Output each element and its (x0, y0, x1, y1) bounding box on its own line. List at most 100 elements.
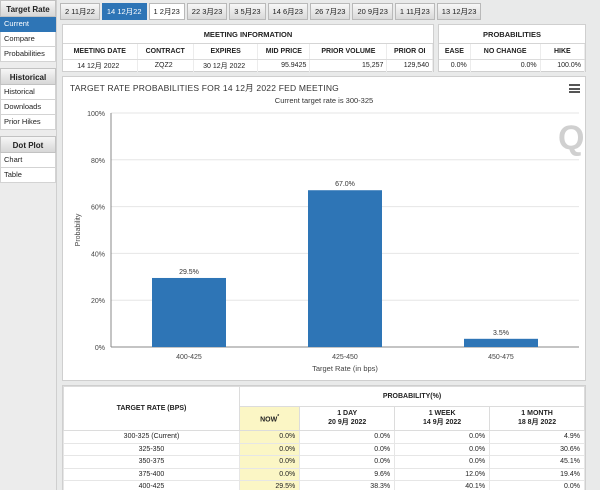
probability-cell: 0.0% (299, 430, 396, 444)
probability-cell: 40.1% (394, 480, 491, 490)
x-tick-label: 425-450 (332, 354, 358, 361)
chart-menu-icon[interactable] (569, 84, 580, 93)
x-axis-label: Target Rate (in bps) (312, 364, 378, 373)
bar-450-475[interactable] (464, 338, 538, 347)
sidebar-section-historical: Historical (0, 68, 56, 85)
column-label: 1 DAY (337, 410, 358, 417)
meeting_info-header-contract: CONTRACT (137, 44, 194, 60)
tab-meeting-4[interactable]: 22 3月23 (186, 3, 228, 20)
table-row: 400-425 29.5% 38.3% 40.1% 0.0% (63, 480, 585, 490)
column-header-now: NOW* (238, 406, 301, 431)
y-tick-label: 20% (91, 298, 105, 305)
rate-cell: 350-375 (63, 455, 240, 469)
bar-data-label: 67.0% (335, 181, 355, 188)
probability-table: TARGET RATE (BPS) PROBABILITY(%) NOW* 1 DAY… (63, 386, 585, 490)
tab-meeting-3[interactable]: 1 2月23 (148, 3, 185, 20)
meeting_info-header-expires: EXPIRES (193, 44, 259, 60)
meeting_info-header-prior-volume: PRIOR VOLUME (309, 44, 388, 60)
tab-meeting-7[interactable]: 26 7月23 (309, 3, 351, 20)
column-label: NOW (260, 416, 278, 424)
probability-cell: 0.0% (394, 442, 491, 456)
sidebar-item-current[interactable]: Current (0, 17, 56, 32)
bar-data-label: 3.5% (493, 330, 509, 337)
probability-cell: 30.6% (489, 442, 585, 456)
y-tick-label: 0% (95, 345, 105, 352)
tab-meeting-8[interactable]: 20 9月23 (352, 3, 393, 20)
rate-cell: 325-350 (63, 442, 240, 456)
probability-cell: 0.0% (489, 480, 585, 490)
column-header-1-month: 1 MONTH 18 8月 2022 (489, 406, 585, 431)
chart-subtitle: Current target rate is 300-325 (274, 96, 374, 105)
sidebar-item-historical[interactable]: Historical (0, 85, 56, 100)
probabilities_panel-header-no-change: NO CHANGE (470, 44, 541, 60)
sidebar-item-prior-hikes[interactable]: Prior Hikes (0, 115, 56, 130)
column-date: 20 9月 2022 (328, 419, 367, 426)
probabilities_panel-value-ease: 0.0% (439, 59, 471, 72)
probability-cell: 4.9% (489, 430, 585, 444)
sidebar-item-table[interactable]: Table (0, 168, 56, 183)
tab-meeting-5[interactable]: 3 5月23 (229, 3, 266, 20)
meeting-information-title: MEETING INFORMATION (63, 25, 433, 44)
meeting_info-value-prior-volume: 15,257 (309, 59, 388, 72)
meeting_info-value-expires: 30 12月 2022 (193, 59, 259, 72)
sidebar-item-downloads[interactable]: Downloads (0, 100, 56, 115)
meeting_info-header-meeting-date: MEETING DATE (63, 44, 138, 60)
probabilities-table: EASE NO CHANGE HIKE 0.0% 0.0% 100.0% (439, 44, 586, 72)
probability-cell: 12.0% (394, 467, 491, 481)
table-row: 300-325 (Current) 0.0% 0.0% 0.0% 4.9% (63, 430, 585, 444)
probability-bar-chart: Q 0% 20% 40% 60% 80% 100% Probability Target Rat… (75, 111, 584, 373)
bar-400-425[interactable] (152, 277, 226, 347)
meeting-date-tabs: 2 11月22 14 12月22 1 2月23 22 3月23 3 5月23 14 6月2… (60, 3, 483, 21)
chart-title: TARGET RATE PROBABILITIES FOR 14 12月 202… (70, 83, 339, 93)
watermark-logo: Q (558, 119, 584, 157)
column-date: 14 9月 2022 (423, 419, 462, 426)
tab-meeting-1[interactable]: 2 11月22 (60, 3, 100, 20)
probabilities_panel-value-hike: 100.0% (540, 59, 586, 72)
table-row: 350-375 0.0% 0.0% 0.0% 45.1% (63, 455, 585, 469)
target-rate-header: TARGET RATE (BPS) (63, 386, 240, 431)
probability-cell: 0.0% (238, 455, 301, 469)
probability-cell: 45.1% (489, 455, 585, 469)
meeting-information-table: MEETING DATE CONTRACT EXPIRES MID PRICE PRIO… (63, 44, 433, 72)
probability-cell: 0.0% (238, 467, 301, 481)
sidebar-item-probabilities[interactable]: Probabilities (0, 47, 56, 62)
tab-meeting-9[interactable]: 1 11月23 (394, 3, 435, 20)
meeting-information-panel: MEETING INFORMATION MEETING DATE CONTRACT… (62, 24, 434, 72)
probability-cell: 0.0% (394, 430, 491, 444)
probabilities_panel-header-hike: HIKE (540, 44, 586, 60)
probability-group-header: PROBABILITY(%) (239, 386, 585, 407)
x-tick-label: 400-425 (176, 354, 202, 361)
probabilities_panel-value-no-change: 0.0% (470, 59, 541, 72)
probability-cell: 0.0% (238, 442, 301, 456)
bar-data-label: 29.5% (179, 269, 199, 276)
tab-meeting-2[interactable]: 14 12月22 (101, 3, 147, 20)
y-axis-label: Probability (75, 213, 82, 246)
probability-cell: 0.0% (394, 455, 491, 469)
probabilities-panel: PROBABILITIES EASE NO CHANGE HIKE 0.0% 0.0%… (438, 24, 586, 72)
sidebar-item-compare[interactable]: Compare (0, 32, 56, 47)
meeting_info-value-mid-price: 95.9425 (257, 59, 311, 72)
bar-425-450[interactable] (308, 190, 382, 347)
rate-cell: 375-400 (63, 467, 240, 481)
table-row: 375-400 0.0% 9.6% 12.0% 19.4% (63, 467, 585, 481)
meeting_info-value-meeting-date: 14 12月 2022 (63, 59, 138, 72)
column-label: 1 WEEK (428, 410, 456, 417)
probability-table-panel: TARGET RATE (BPS) PROBABILITY(%) NOW* 1 DAY… (62, 385, 586, 490)
sidebar-item-chart[interactable]: Chart (0, 153, 56, 168)
meeting_info-header-prior-oi: PRIOR OI (386, 44, 433, 60)
meeting_info-value-contract: ZQZ2 (137, 59, 194, 72)
column-footnote-mark: * (277, 413, 280, 420)
column-header-1-week: 1 WEEK 14 9月 2022 (394, 406, 491, 431)
probability-cell: 29.5% (238, 480, 301, 490)
probability-cell: 9.6% (299, 467, 396, 481)
tab-meeting-6[interactable]: 14 6月23 (267, 3, 308, 20)
column-label: 1 MONTH (521, 410, 553, 417)
tab-meeting-10[interactable]: 13 12月23 (436, 3, 482, 20)
probability-cell: 19.4% (489, 467, 585, 481)
rate-cell: 300-325 (Current) (63, 430, 240, 444)
probability-cell: 0.0% (299, 442, 396, 456)
x-tick-label: 450-475 (488, 354, 514, 361)
probabilities_panel-header-ease: EASE (439, 44, 471, 60)
y-tick-label: 80% (91, 158, 105, 165)
